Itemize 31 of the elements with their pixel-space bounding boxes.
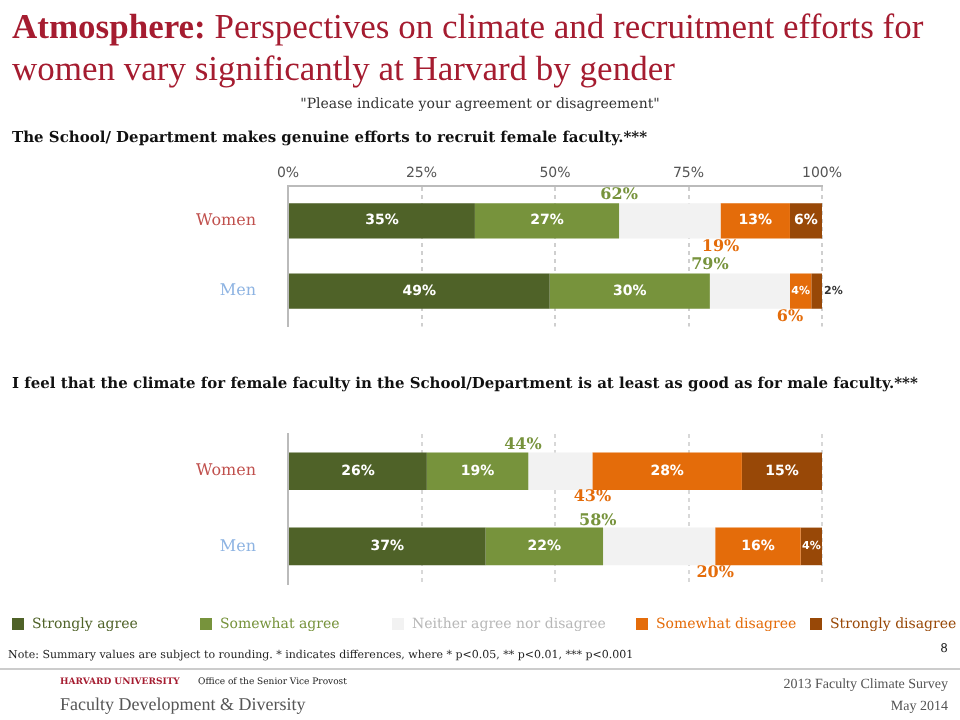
bar [603, 527, 716, 566]
bar [426, 452, 529, 490]
annotation: 44% [504, 433, 543, 454]
bar [289, 452, 427, 490]
bar [619, 203, 721, 239]
annotation: 58% [578, 508, 618, 529]
bar [720, 203, 790, 239]
y-tick-label: Women [196, 210, 256, 229]
text: Faculty Development & Diversity [60, 694, 306, 714]
annotation: 19% [701, 234, 741, 255]
bar [592, 452, 742, 490]
bar [741, 452, 822, 490]
bar [715, 527, 801, 566]
bar [811, 273, 822, 309]
bar [709, 273, 790, 309]
annotation: 43% [573, 485, 612, 506]
annotation: 79% [691, 253, 730, 274]
bar [474, 203, 620, 239]
bar [289, 527, 486, 566]
y-tick-label: Men [219, 536, 256, 555]
y-tick-label: Women [196, 461, 256, 480]
annotation: 20% [696, 560, 735, 581]
bar [289, 203, 475, 239]
bar [528, 452, 593, 490]
text: Atmosphere: Perspectives on climate and recruitment efforts for women vary significantly at Harvard by gender [12, 6, 926, 90]
bar [485, 527, 604, 566]
annotation: 6% [776, 305, 804, 326]
bar [549, 273, 710, 309]
bar [289, 273, 550, 309]
y-tick-label: Men [219, 281, 256, 300]
annotation: 62% [600, 182, 639, 203]
